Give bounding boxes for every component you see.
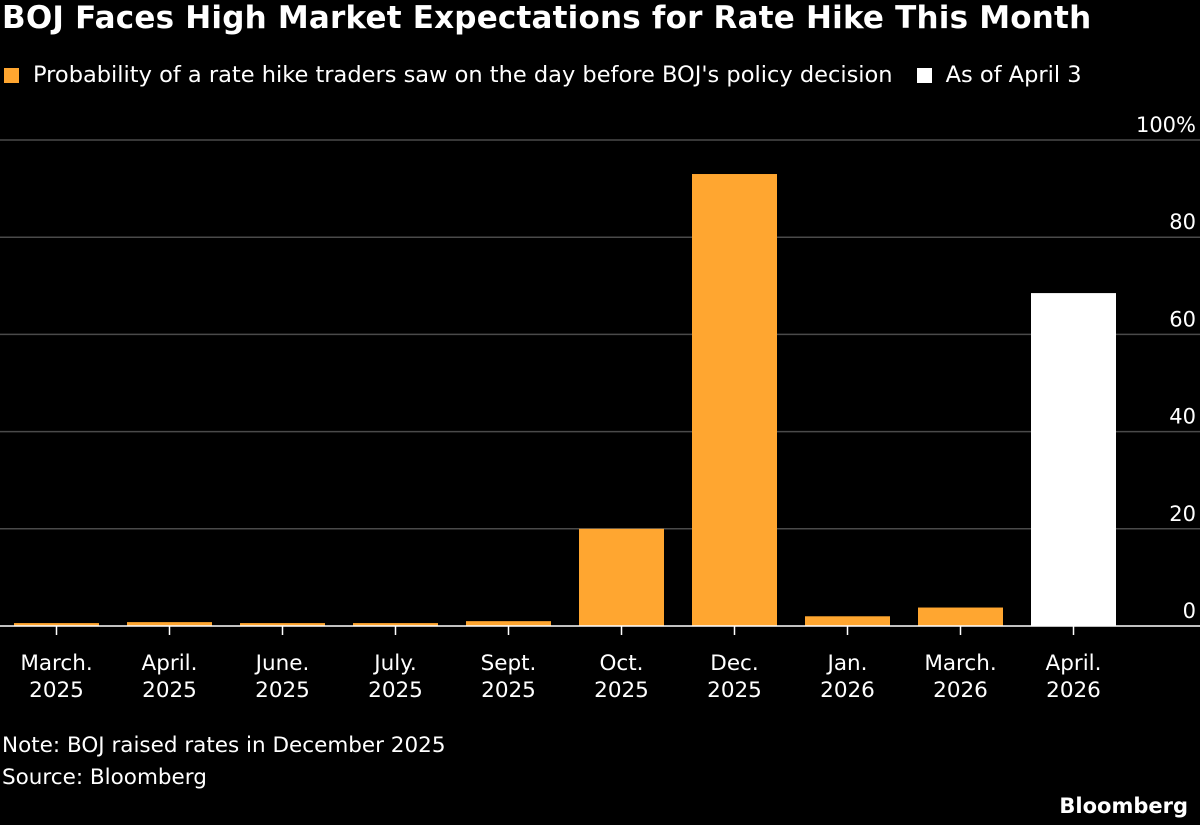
x-tick-label: Jan. — [826, 651, 868, 676]
x-tick-label-year: 2025 — [29, 678, 84, 703]
y-tick-label: 40 — [1169, 405, 1196, 429]
x-tick-label-year: 2026 — [933, 678, 988, 703]
bar — [127, 622, 212, 626]
chart-legend: Probability of a rate hike traders saw o… — [4, 62, 1082, 88]
x-tick-label-year: 2026 — [1046, 678, 1101, 703]
y-tick-label: 100% — [1136, 113, 1196, 137]
x-tick-label: April. — [1046, 651, 1102, 676]
y-tick-label: 80 — [1169, 210, 1196, 234]
x-tick-label-year: 2025 — [255, 678, 310, 703]
x-tick-label: March. — [924, 651, 996, 676]
bar — [805, 616, 890, 626]
x-tick-label-year: 2025 — [594, 678, 649, 703]
x-tick-label-year: 2026 — [820, 678, 875, 703]
y-tick-label: 20 — [1169, 502, 1196, 526]
legend-item-as-of-april-3: As of April 3 — [916, 62, 1082, 88]
x-tick-label-year: 2025 — [481, 678, 536, 703]
bar — [579, 528, 664, 626]
x-tick-label: March. — [20, 651, 92, 676]
bar — [14, 623, 99, 626]
y-tick-label: 60 — [1169, 307, 1196, 331]
chart-source: Source: Bloomberg — [2, 765, 207, 790]
x-tick-label-year: 2025 — [142, 678, 197, 703]
x-tick-label: Sept. — [481, 651, 537, 676]
bar — [918, 607, 1003, 626]
legend-item-probability: Probability of a rate hike traders saw o… — [4, 62, 893, 88]
x-tick-label: Dec. — [710, 651, 758, 676]
x-tick-label-year: 2025 — [707, 678, 762, 703]
legend-swatch-white — [916, 67, 932, 83]
x-tick-label: June. — [254, 651, 310, 676]
y-tick-label: 0 — [1183, 599, 1196, 623]
legend-label-probability: Probability of a rate hike traders saw o… — [33, 62, 893, 88]
bar — [1031, 293, 1116, 626]
bar — [240, 623, 325, 626]
bar — [466, 621, 551, 626]
bar — [692, 174, 777, 626]
bar — [353, 623, 438, 626]
legend-label-as-of-april-3: As of April 3 — [945, 62, 1082, 88]
x-tick-label: Oct. — [599, 651, 643, 676]
x-tick-label-year: 2025 — [368, 678, 423, 703]
chart-note: Note: BOJ raised rates in December 2025 — [2, 733, 446, 758]
legend-swatch-orange — [4, 67, 19, 83]
bloomberg-logo: Bloomberg — [1059, 794, 1188, 818]
chart-title: BOJ Faces High Market Expectations for R… — [2, 0, 1092, 36]
x-tick-label: April. — [142, 651, 198, 676]
x-tick-label: July. — [372, 651, 416, 676]
